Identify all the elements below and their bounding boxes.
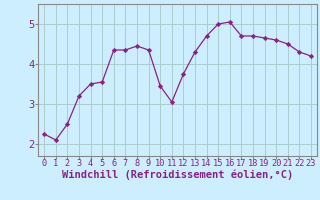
X-axis label: Windchill (Refroidissement éolien,°C): Windchill (Refroidissement éolien,°C): [62, 169, 293, 180]
